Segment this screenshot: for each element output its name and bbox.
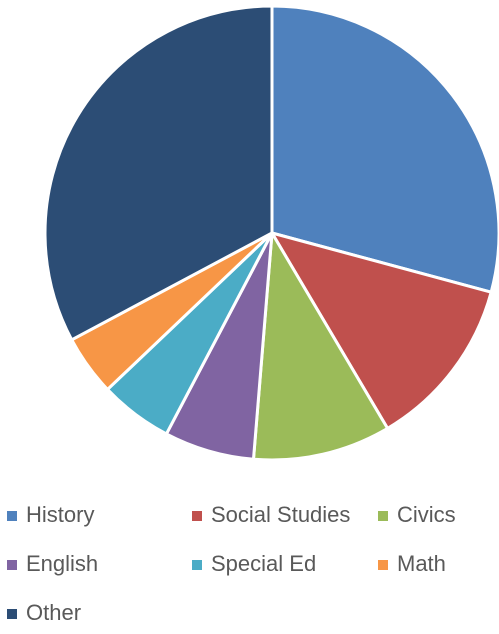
legend-label: History	[26, 502, 94, 527]
pie-slice	[43, 4, 274, 342]
legend-label: Other	[26, 600, 81, 625]
legend-label: English	[26, 551, 98, 576]
legend-marker	[7, 560, 17, 570]
legend-label: Special Ed	[211, 551, 316, 576]
legend-label: Civics	[397, 502, 456, 527]
pie-slice	[251, 231, 390, 462]
pie-slice	[270, 231, 493, 430]
legend-marker	[192, 560, 202, 570]
legend-marker	[378, 560, 388, 570]
legend-label: Math	[397, 551, 446, 576]
legend-marker	[7, 609, 17, 619]
legend-marker	[378, 511, 388, 521]
legend-marker	[192, 511, 202, 521]
legend-label: Social Studies	[211, 502, 350, 527]
legend-marker	[7, 511, 17, 521]
